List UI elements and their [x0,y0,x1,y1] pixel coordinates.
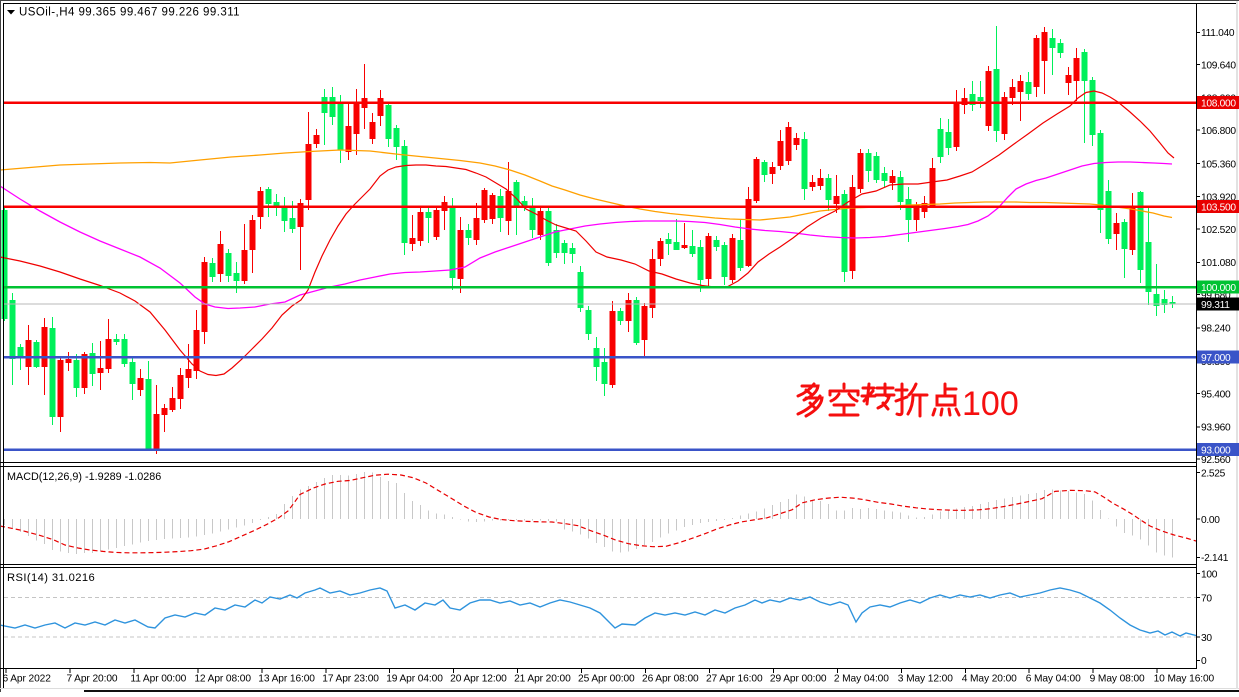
svg-text:111.040: 111.040 [1201,28,1235,39]
svg-text:103.500: 103.500 [1201,203,1236,214]
svg-text:93.000: 93.000 [1201,446,1231,457]
svg-text:RSI(14) 31.0216: RSI(14) 31.0216 [7,572,95,584]
svg-text:19 Apr 04:00: 19 Apr 04:00 [386,674,443,685]
svg-text:103.920: 103.920 [1201,193,1236,204]
svg-text:USOil-,H4 99.365 99.467 99.22: USOil-,H4 99.365 99.467 99.226 99.311 [19,7,240,19]
svg-text:0.00: 0.00 [1201,515,1220,526]
svg-text:97.000: 97.000 [1201,353,1231,364]
svg-text:102.520: 102.520 [1201,225,1236,236]
svg-text:25 Apr 00:00: 25 Apr 00:00 [578,674,635,685]
svg-text:11 Apr 00:00: 11 Apr 00:00 [130,674,186,685]
svg-text:-2.141: -2.141 [1201,553,1229,564]
svg-text:26 Apr 08:00: 26 Apr 08:00 [642,674,699,685]
svg-text:92.560: 92.560 [1201,455,1231,466]
svg-text:20 Apr 12:00: 20 Apr 12:00 [450,674,507,685]
svg-text:100: 100 [1201,569,1218,580]
svg-text:12 Apr 08:00: 12 Apr 08:00 [194,674,251,685]
svg-text:0: 0 [1201,656,1207,667]
svg-text:109.640: 109.640 [1201,60,1236,71]
svg-text:6 Apr 2022: 6 Apr 2022 [3,674,52,685]
svg-text:70: 70 [1201,593,1212,604]
svg-text:MACD(12,26,9) -1.9289 -1.0286: MACD(12,26,9) -1.9289 -1.0286 [7,471,161,483]
svg-text:101.080: 101.080 [1201,258,1236,269]
svg-text:100.000: 100.000 [1201,283,1236,294]
svg-text:7 Apr 20:00: 7 Apr 20:00 [66,674,117,685]
svg-text:17 Apr 23:00: 17 Apr 23:00 [322,674,379,685]
svg-text:105.360: 105.360 [1201,159,1236,170]
svg-text:29 Apr 00:00: 29 Apr 00:00 [770,674,827,685]
svg-text:4 May 20:00: 4 May 20:00 [962,674,1017,685]
svg-text:21 Apr 20:00: 21 Apr 20:00 [514,674,571,685]
svg-text:13 Apr 16:00: 13 Apr 16:00 [258,674,315,685]
svg-text:10 May 16:00: 10 May 16:00 [1154,674,1215,685]
svg-text:99.680: 99.680 [1201,291,1231,302]
svg-text:27 Apr 16:00: 27 Apr 16:00 [706,674,763,685]
svg-text:9 May 08:00: 9 May 08:00 [1090,674,1145,685]
svg-text:99.311: 99.311 [1201,300,1230,311]
svg-text:2 May 04:00: 2 May 04:00 [834,674,889,685]
svg-text:100: 100 [962,385,1019,423]
svg-text:30: 30 [1201,633,1212,644]
svg-text:6 May 04:00: 6 May 04:00 [1026,674,1081,685]
svg-text:2.525: 2.525 [1201,469,1226,480]
svg-text:108.000: 108.000 [1201,99,1236,110]
svg-text:3 May 12:00: 3 May 12:00 [898,674,953,685]
svg-text:98.240: 98.240 [1201,324,1231,335]
svg-text:95.400: 95.400 [1201,389,1231,400]
svg-text:106.800: 106.800 [1201,126,1236,137]
svg-text:93.960: 93.960 [1201,423,1231,434]
